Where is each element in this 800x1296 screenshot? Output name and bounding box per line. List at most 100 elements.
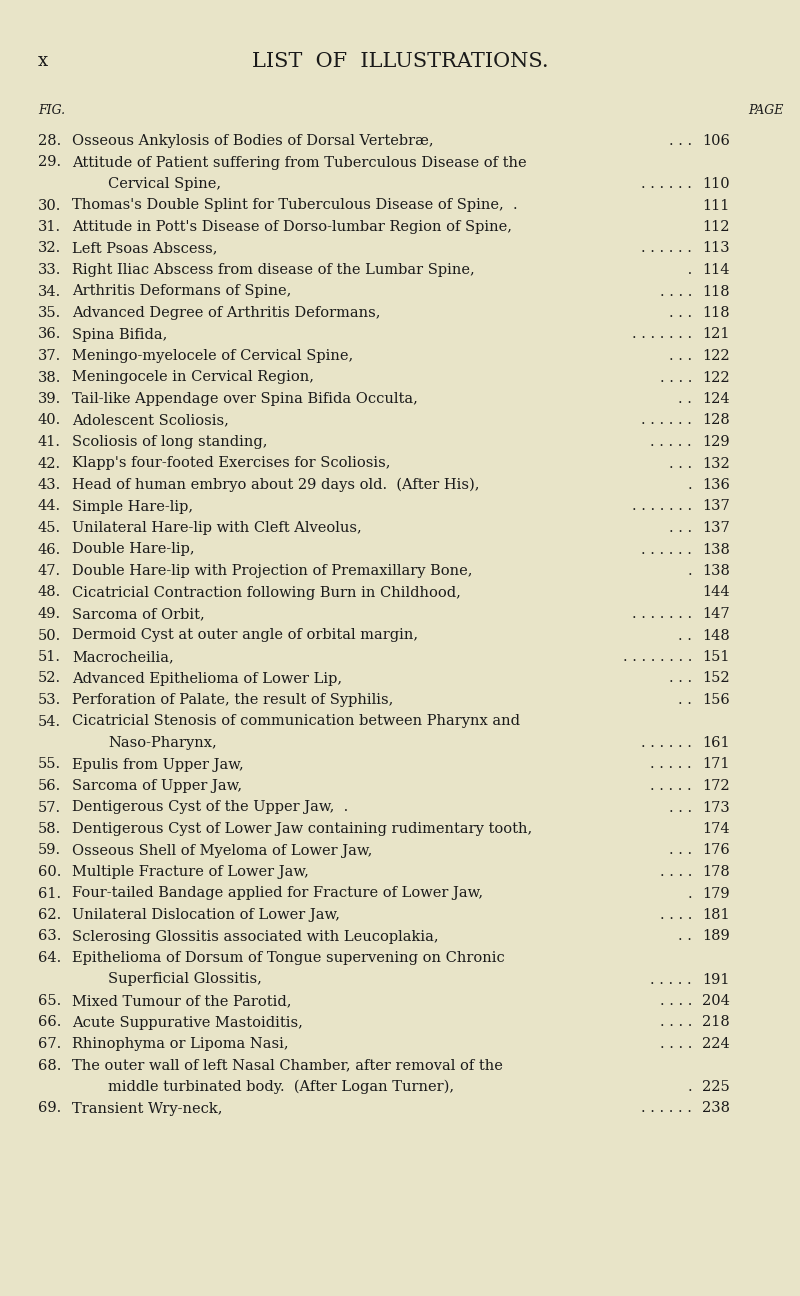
Text: 124: 124 (702, 391, 730, 406)
Text: Perforation of Palate, the result of Syphilis,: Perforation of Palate, the result of Syp… (72, 693, 394, 708)
Text: . . . . .: . . . . . (650, 779, 692, 793)
Text: . . . .: . . . . (660, 864, 692, 879)
Text: 33.: 33. (38, 263, 62, 277)
Text: 52.: 52. (38, 671, 61, 686)
Text: 32.: 32. (38, 241, 62, 255)
Text: 137: 137 (702, 521, 730, 535)
Text: 60.: 60. (38, 864, 62, 879)
Text: Acute Suppurative Mastoiditis,: Acute Suppurative Mastoiditis, (72, 1016, 303, 1029)
Text: 171: 171 (702, 757, 730, 771)
Text: Unilateral Dislocation of Lower Jaw,: Unilateral Dislocation of Lower Jaw, (72, 908, 340, 921)
Text: Multiple Fracture of Lower Jaw,: Multiple Fracture of Lower Jaw, (72, 864, 309, 879)
Text: 31.: 31. (38, 220, 61, 235)
Text: 179: 179 (702, 886, 730, 901)
Text: 176: 176 (702, 844, 730, 858)
Text: 34.: 34. (38, 285, 62, 298)
Text: Dermoid Cyst at outer angle of orbital margin,: Dermoid Cyst at outer angle of orbital m… (72, 629, 418, 643)
Text: 67.: 67. (38, 1037, 62, 1051)
Text: . . .: . . . (669, 456, 692, 470)
Text: Dentigerous Cyst of the Upper Jaw,  .: Dentigerous Cyst of the Upper Jaw, . (72, 801, 348, 814)
Text: Thomas's Double Splint for Tuberculous Disease of Spine,  .: Thomas's Double Splint for Tuberculous D… (72, 198, 518, 213)
Text: Head of human embryo about 29 days old.  (After His),: Head of human embryo about 29 days old. … (72, 478, 479, 492)
Text: 30.: 30. (38, 198, 62, 213)
Text: 189: 189 (702, 929, 730, 943)
Text: 152: 152 (702, 671, 730, 686)
Text: Scoliosis of long standing,: Scoliosis of long standing, (72, 435, 267, 448)
Text: 38.: 38. (38, 371, 62, 385)
Text: Spina Bifida,: Spina Bifida, (72, 328, 167, 342)
Text: 238: 238 (702, 1102, 730, 1116)
Text: 225: 225 (702, 1080, 730, 1094)
Text: 35.: 35. (38, 306, 62, 320)
Text: 58.: 58. (38, 822, 62, 836)
Text: 218: 218 (702, 1016, 730, 1029)
Text: .: . (687, 1080, 692, 1094)
Text: Right Iliac Abscess from disease of the Lumbar Spine,: Right Iliac Abscess from disease of the … (72, 263, 474, 277)
Text: Attitude in Pott's Disease of Dorso-lumbar Region of Spine,: Attitude in Pott's Disease of Dorso-lumb… (72, 220, 512, 235)
Text: 151: 151 (702, 651, 730, 664)
Text: . . . . .: . . . . . (650, 757, 692, 771)
Text: 106: 106 (702, 133, 730, 148)
Text: 137: 137 (702, 499, 730, 513)
Text: 110: 110 (702, 178, 730, 191)
Text: 62.: 62. (38, 908, 62, 921)
Text: 42.: 42. (38, 456, 61, 470)
Text: 47.: 47. (38, 564, 61, 578)
Text: Advanced Degree of Arthritis Deformans,: Advanced Degree of Arthritis Deformans, (72, 306, 381, 320)
Text: 29.: 29. (38, 156, 61, 170)
Text: Transient Wry-neck,: Transient Wry-neck, (72, 1102, 222, 1116)
Text: Superficial Glossitis,: Superficial Glossitis, (108, 972, 262, 986)
Text: . . . . . . .: . . . . . . . (632, 328, 692, 342)
Text: 112: 112 (702, 220, 730, 235)
Text: . . . .: . . . . (660, 994, 692, 1008)
Text: 48.: 48. (38, 586, 62, 600)
Text: Simple Hare-lip,: Simple Hare-lip, (72, 499, 193, 513)
Text: Osseous Shell of Myeloma of Lower Jaw,: Osseous Shell of Myeloma of Lower Jaw, (72, 844, 372, 858)
Text: 156: 156 (702, 693, 730, 708)
Text: 113: 113 (702, 241, 730, 255)
Text: 40.: 40. (38, 413, 62, 428)
Text: 66.: 66. (38, 1016, 62, 1029)
Text: 172: 172 (702, 779, 730, 793)
Text: . . . . . .: . . . . . . (641, 1102, 692, 1116)
Text: 204: 204 (702, 994, 730, 1008)
Text: 43.: 43. (38, 478, 62, 492)
Text: 118: 118 (702, 285, 730, 298)
Text: . . .: . . . (669, 133, 692, 148)
Text: 118: 118 (702, 306, 730, 320)
Text: Sarcoma of Upper Jaw,: Sarcoma of Upper Jaw, (72, 779, 242, 793)
Text: 63.: 63. (38, 929, 62, 943)
Text: Double Hare-lip,: Double Hare-lip, (72, 543, 194, 556)
Text: .: . (687, 564, 692, 578)
Text: 44.: 44. (38, 499, 61, 513)
Text: Meningocele in Cervical Region,: Meningocele in Cervical Region, (72, 371, 314, 385)
Text: . .: . . (678, 629, 692, 643)
Text: 148: 148 (702, 629, 730, 643)
Text: 138: 138 (702, 564, 730, 578)
Text: 64.: 64. (38, 951, 62, 966)
Text: LIST  OF  ILLUSTRATIONS.: LIST OF ILLUSTRATIONS. (252, 52, 548, 71)
Text: 56.: 56. (38, 779, 62, 793)
Text: . . . . . .: . . . . . . (641, 736, 692, 750)
Text: Cervical Spine,: Cervical Spine, (108, 178, 221, 191)
Text: 114: 114 (702, 263, 730, 277)
Text: 122: 122 (702, 371, 730, 385)
Text: . . . . . .: . . . . . . (641, 241, 692, 255)
Text: . .: . . (678, 929, 692, 943)
Text: 51.: 51. (38, 651, 61, 664)
Text: Mixed Tumour of the Parotid,: Mixed Tumour of the Parotid, (72, 994, 291, 1008)
Text: . . . .: . . . . (660, 908, 692, 921)
Text: Arthritis Deformans of Spine,: Arthritis Deformans of Spine, (72, 285, 291, 298)
Text: 46.: 46. (38, 543, 62, 556)
Text: 128: 128 (702, 413, 730, 428)
Text: FIG.: FIG. (38, 104, 65, 117)
Text: 191: 191 (702, 972, 730, 986)
Text: Four-tailed Bandage applied for Fracture of Lower Jaw,: Four-tailed Bandage applied for Fracture… (72, 886, 483, 901)
Text: .: . (687, 886, 692, 901)
Text: 132: 132 (702, 456, 730, 470)
Text: 178: 178 (702, 864, 730, 879)
Text: Left Psoas Abscess,: Left Psoas Abscess, (72, 241, 218, 255)
Text: Sarcoma of Orbit,: Sarcoma of Orbit, (72, 607, 205, 621)
Text: . . .: . . . (669, 671, 692, 686)
Text: Attitude of Patient suffering from Tuberculous Disease of the: Attitude of Patient suffering from Tuber… (72, 156, 526, 170)
